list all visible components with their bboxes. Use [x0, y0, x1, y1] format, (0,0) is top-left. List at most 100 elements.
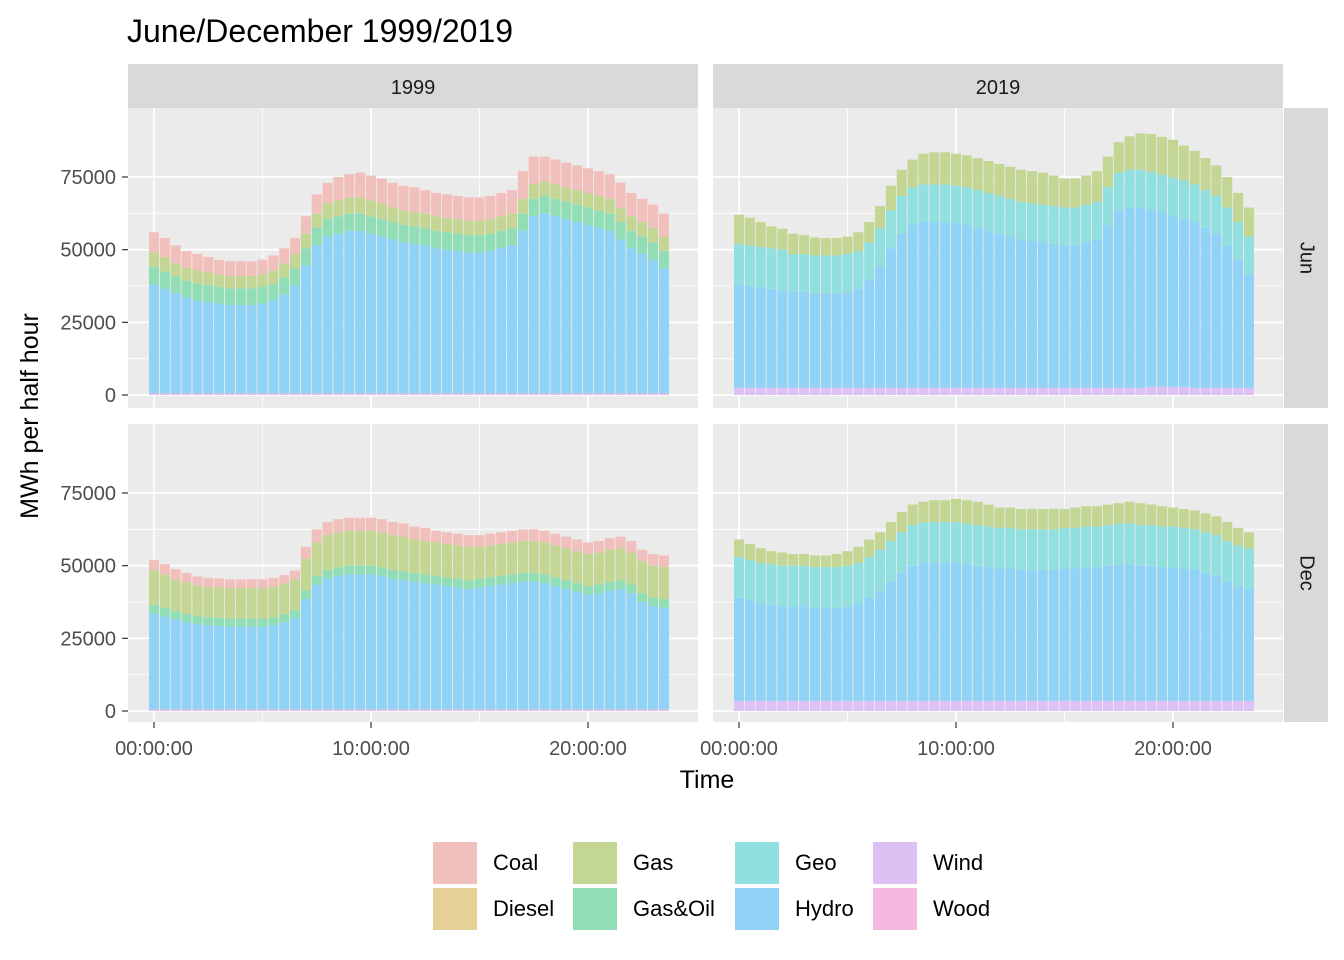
- bar-segment-gas-and-oil: [322, 219, 333, 237]
- bar-segment-gas-and-oil: [355, 213, 366, 231]
- bar-segment-gas: [951, 498, 961, 523]
- bar-segment-geo: [799, 565, 810, 607]
- bar-segment-gas: [1157, 506, 1168, 527]
- bar-segment-gas: [1200, 513, 1211, 533]
- bar-segment-gas: [463, 546, 474, 581]
- bar-segment-wood: [452, 709, 463, 711]
- bar-segment-gas: [1189, 510, 1200, 530]
- bar-segment-hydro: [300, 599, 311, 710]
- bar-segment-wind: [929, 700, 940, 711]
- bar-segment-wood: [615, 393, 626, 395]
- bar-segment-coal: [355, 172, 366, 198]
- bar-segment-hydro: [604, 230, 615, 394]
- bar-segment-gas: [648, 227, 659, 243]
- bar-segment-hydro: [1048, 243, 1059, 388]
- bar-segment-wood: [593, 393, 604, 395]
- bar-segment-hydro: [224, 304, 235, 394]
- bar-segment-wood: [322, 709, 333, 711]
- bar-segment-gas: [452, 545, 463, 579]
- bar-segment-wind: [820, 700, 831, 711]
- bar-segment-gas-and-oil: [452, 578, 463, 588]
- bar-segment-hydro: [344, 230, 355, 394]
- bar-segment-hydro: [224, 626, 235, 710]
- bar-segment-gas: [637, 561, 648, 594]
- bar-segment-gas: [474, 220, 485, 236]
- bar-segment-gas: [799, 554, 810, 566]
- bar-segment-wood: [583, 393, 593, 395]
- bar-segment-gas: [766, 226, 777, 249]
- bar-segment-coal: [485, 195, 496, 220]
- legend-item-gas: Gas: [573, 840, 673, 886]
- bar-segment-geo: [853, 251, 864, 289]
- bar-segment-gas: [777, 228, 788, 250]
- bar-segment-gas-and-oil: [550, 577, 561, 587]
- bar-segment-gas-and-oil: [398, 224, 409, 243]
- bar-segment-gas: [896, 511, 907, 533]
- bar-segment-wind: [940, 700, 951, 711]
- bar-segment-coal: [496, 532, 507, 544]
- column-strip: [713, 64, 1283, 108]
- bar-segment-gas: [929, 152, 940, 185]
- bar-segment-gas-and-oil: [311, 575, 322, 585]
- bar-segment-gas: [875, 532, 886, 550]
- bar-segment-wind: [1081, 387, 1092, 395]
- bar-segment-gas-and-oil: [517, 213, 528, 231]
- bar-segment-wood: [214, 709, 225, 711]
- bar-segment-gas-and-oil: [192, 283, 203, 301]
- bar-segment-gas: [1048, 508, 1059, 530]
- bar-segment-geo: [1048, 529, 1059, 571]
- bar-segment-geo: [1178, 527, 1189, 569]
- bar-segment-wind: [1016, 700, 1027, 711]
- bar-segment-gas: [831, 238, 842, 256]
- bar-segment-geo: [1243, 548, 1254, 589]
- bar-segment-hydro: [744, 600, 755, 701]
- bar-segment-gas: [214, 274, 225, 287]
- bar-segment-geo: [744, 559, 755, 601]
- bar-segment-gas: [972, 158, 983, 191]
- bar-segment-gas: [1016, 508, 1027, 530]
- bar-segment-wood: [550, 709, 561, 711]
- bar-segment-hydro: [929, 562, 940, 701]
- legend-label: Diesel: [493, 896, 555, 921]
- bar-segment-hydro: [290, 617, 301, 710]
- bar-segment-geo: [1037, 204, 1048, 243]
- bar-segment-wind: [951, 700, 961, 711]
- bar-segment-geo: [744, 245, 755, 286]
- bar-segment-wood: [333, 709, 344, 711]
- legend-label: Wind: [933, 850, 984, 875]
- bar-segment-coal: [149, 559, 159, 571]
- bar-segment-hydro: [398, 242, 409, 394]
- bar-segment-gas-and-oil: [496, 575, 507, 585]
- bar-segment-hydro: [387, 578, 398, 710]
- bar-segment-coal: [561, 162, 572, 188]
- bar-segment-hydro: [517, 230, 528, 394]
- bar-segment-gas-and-oil: [149, 604, 159, 614]
- bar-segment-coal: [550, 159, 561, 185]
- bar-segment-wind: [1135, 700, 1146, 711]
- bar-segment-geo: [809, 255, 820, 294]
- legend-item-wind: Wind: [873, 840, 983, 886]
- bar-segment-geo: [1211, 535, 1222, 576]
- bar-segment-gas: [896, 169, 907, 196]
- bar-segment-hydro: [1113, 564, 1124, 701]
- bar-segment-wind: [744, 700, 755, 711]
- bar-segment-gas: [149, 252, 159, 268]
- bar-segment-wood: [235, 709, 246, 711]
- bar-segment-gas: [496, 216, 507, 231]
- bar-segment-wood: [528, 393, 539, 395]
- bar-segment-wind: [1178, 700, 1189, 711]
- bar-segment-hydro: [842, 606, 853, 701]
- bar-segment-coal: [203, 256, 214, 273]
- bar-segment-gas-and-oil: [474, 578, 485, 588]
- bar-segment-gas: [1135, 503, 1146, 525]
- bar-segment-gas: [1146, 133, 1157, 172]
- bar-segment-gas: [279, 583, 290, 615]
- bar-segment-gas-and-oil: [431, 230, 442, 249]
- bar-segment-geo: [1124, 169, 1135, 208]
- bar-segment-hydro: [214, 303, 225, 394]
- bar-segment-gas: [311, 213, 322, 228]
- bar-segment-coal: [170, 569, 181, 580]
- bar-segment-gas: [907, 159, 918, 188]
- bar-segment-wood: [224, 393, 235, 395]
- bar-segment-hydro: [961, 564, 972, 701]
